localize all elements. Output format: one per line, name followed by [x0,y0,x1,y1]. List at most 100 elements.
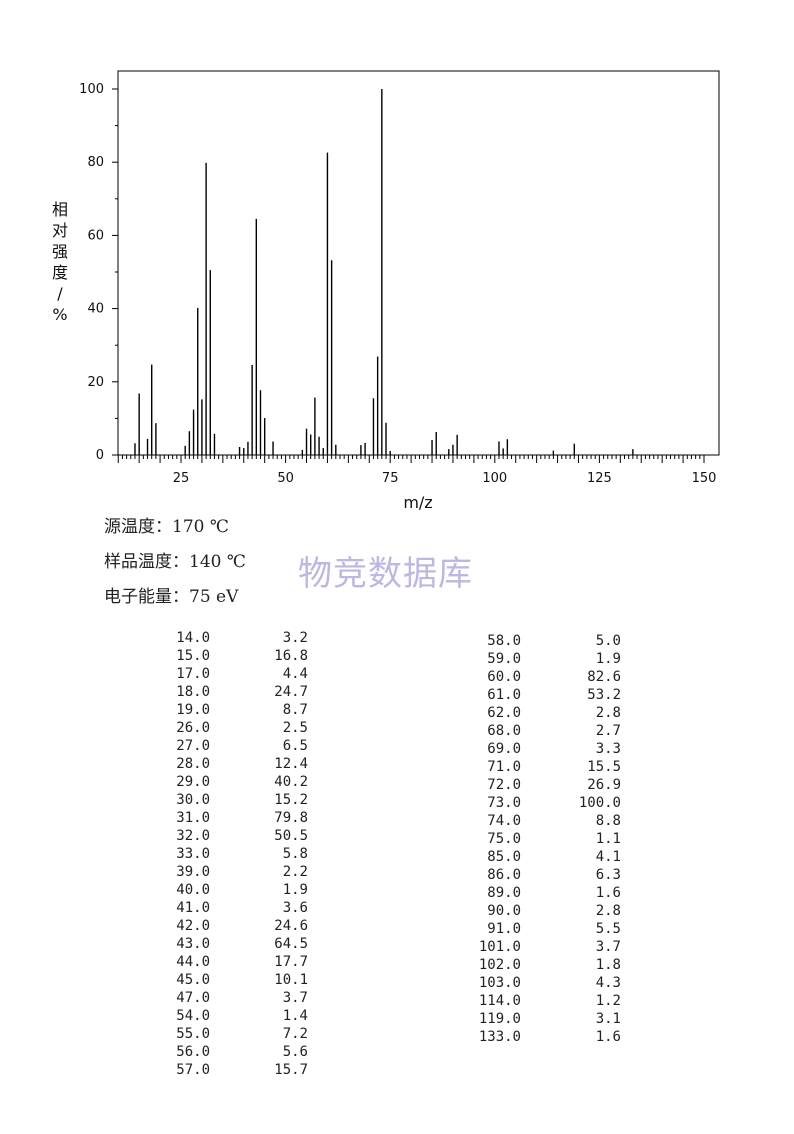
x-tick-label: 75 [382,471,399,486]
mz-value: 103.0 [478,975,521,991]
mz-value: 91.0 [487,921,521,937]
peak-table-row: 101.0 3.7 [452,938,632,956]
peak-table-row: 72.0 26.9 [452,776,632,794]
x-tick-label: 100 [482,471,507,486]
mz-value: 90.0 [487,903,521,919]
peak-table-row: 45.0 10.1 [150,971,330,989]
peak-table-row: 102.0 1.8 [452,956,632,974]
mz-value: 89.0 [487,885,521,901]
mz-value: 60.0 [487,669,521,685]
mz-value: 47.0 [176,990,210,1006]
relative-intensity-value: 6.3 [595,867,621,883]
peak-table-row: 44.0 17.7 [150,953,330,971]
mz-value: 39.0 [176,864,210,880]
y-axis-label: 相对强度/% [52,200,68,324]
mz-value: 43.0 [176,936,210,952]
relative-intensity-value: 1.9 [282,882,308,898]
peak-table-row: 89.0 1.6 [452,884,632,902]
mz-value: 119.0 [478,1011,521,1027]
peak-table-row: 75.0 1.1 [452,830,632,848]
mz-value: 73.0 [487,795,521,811]
peak-table-row: 62.0 2.8 [452,704,632,722]
peak-table-row: 74.0 8.8 [452,812,632,830]
peak-table-row: 91.0 5.5 [452,920,632,938]
relative-intensity-value: 1.8 [595,957,621,973]
peak-table-row: 54.0 1.4 [150,1007,330,1025]
peak-table-row: 19.0 8.7 [150,701,330,719]
relative-intensity-value: 2.8 [595,705,621,721]
relative-intensity-value: 1.2 [595,993,621,1009]
electron-energy: 电子能量：75 eV [104,587,239,607]
mz-value: 32.0 [176,828,210,844]
relative-intensity-value: 1.4 [282,1008,308,1024]
relative-intensity-value: 2.2 [282,864,308,880]
mz-value: 54.0 [176,1008,210,1024]
y-tick-label: 20 [87,375,104,390]
relative-intensity-value: 15.7 [274,1062,308,1078]
mz-value: 44.0 [176,954,210,970]
relative-intensity-value: 79.8 [274,810,308,826]
source-temperature: 源温度：170 ℃ [104,517,229,537]
peak-table-row: 17.0 4.4 [150,665,330,683]
mz-value: 68.0 [487,723,521,739]
mz-value: 18.0 [176,684,210,700]
mz-value: 26.0 [176,720,210,736]
axis-labels: m/z 相对强度/% [52,200,433,512]
peak-table-row: 28.0 12.4 [150,755,330,773]
mz-value: 57.0 [176,1062,210,1078]
relative-intensity-value: 53.2 [587,687,621,703]
mz-value: 17.0 [176,666,210,682]
relative-intensity-value: 15.2 [274,792,308,808]
relative-intensity-value: 10.1 [274,972,308,988]
peak-table-row: 85.0 4.1 [452,848,632,866]
plot-frame [117,70,720,456]
plot-border [117,70,720,456]
relative-intensity-value: 1.1 [595,831,621,847]
peak-table-row: 114.0 1.2 [452,992,632,1010]
mz-value: 27.0 [176,738,210,754]
relative-intensity-value: 24.6 [274,918,308,934]
peak-table-right: 58.0 5.0 59.0 1.9 60.0 82.6 61.0 53.2 62.0 2.8 68.… [452,632,632,1046]
relative-intensity-value: 3.2 [282,630,308,646]
peak-table-row: 39.0 2.2 [150,863,330,881]
peak-table-row: 57.0 15.7 [150,1061,330,1079]
relative-intensity-value: 1.6 [595,1029,621,1045]
relative-intensity-value: 1.9 [595,651,621,667]
peak-table-row: 42.0 24.6 [150,917,330,935]
relative-intensity-value: 8.7 [282,702,308,718]
mz-value: 75.0 [487,831,521,847]
relative-intensity-value: 1.6 [595,885,621,901]
peak-bars [134,89,634,455]
mz-value: 42.0 [176,918,210,934]
relative-intensity-value: 8.8 [595,813,621,829]
peak-table-row: 56.0 5.6 [150,1043,330,1061]
peak-table-row: 119.0 3.1 [452,1010,632,1028]
mz-value: 55.0 [176,1026,210,1042]
mz-value: 85.0 [487,849,521,865]
mz-value: 31.0 [176,810,210,826]
peak-table-row: 29.0 40.2 [150,773,330,791]
peak-table-row: 32.0 50.5 [150,827,330,845]
peak-table-row: 18.0 24.7 [150,683,330,701]
mass-spectrum-chart: 0 20 40 60 80 100 25 50 75 100 125 150 m/z 相对强度/% [52,70,720,512]
relative-intensity-value: 3.1 [595,1011,621,1027]
relative-intensity-value: 64.5 [274,936,308,952]
relative-intensity-value: 17.7 [274,954,308,970]
mz-value: 61.0 [487,687,521,703]
relative-intensity-value: 2.5 [282,720,308,736]
relative-intensity-value: 15.5 [587,759,621,775]
mz-value: 33.0 [176,846,210,862]
peak-table-row: 30.0 15.2 [150,791,330,809]
relative-intensity-value: 5.6 [282,1044,308,1060]
relative-intensity-value: 7.2 [282,1026,308,1042]
mz-value: 45.0 [176,972,210,988]
mz-value: 71.0 [487,759,521,775]
relative-intensity-value: 3.7 [595,939,621,955]
mz-value: 56.0 [176,1044,210,1060]
peak-table-row: 73.0 100.0 [452,794,632,812]
relative-intensity-value: 3.3 [595,741,621,757]
relative-intensity-value: 12.4 [274,756,308,772]
y-tick-label: 0 [96,448,104,463]
sample-temperature: 样品温度：140 ℃ [104,552,246,572]
y-tick-label: 40 [87,302,104,317]
